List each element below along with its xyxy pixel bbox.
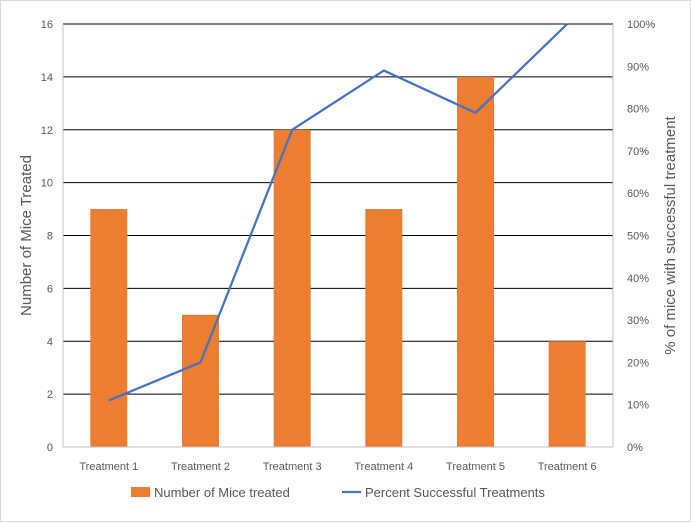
y2-tick-label: 20%	[627, 357, 649, 369]
y2-tick-label: 60%	[627, 188, 649, 200]
bar	[457, 76, 494, 447]
x-tick-label: Treatment 3	[263, 461, 322, 473]
bar	[365, 209, 403, 447]
y2-tick-label: 80%	[627, 104, 649, 116]
y2-tick-label: 50%	[627, 231, 649, 243]
y-tick-label: 16	[41, 19, 53, 31]
bar	[90, 209, 128, 447]
y2-tick-label: 100%	[627, 19, 655, 31]
bar	[182, 314, 219, 447]
x-tick-label: Treatment 6	[538, 461, 597, 473]
legend-label-line: Percent Successful Treatments	[365, 485, 545, 500]
x-tick-label: Treatment 5	[446, 461, 505, 473]
legend-swatch-bars	[131, 487, 150, 497]
axes: 0 2 4 6 8 10 12 14 16 0% 10% 20% 30% 40% 50% 60% 70% 80% 9…	[41, 19, 656, 473]
y2-tick-label: 0%	[627, 442, 643, 454]
y-tick-label: 10	[41, 178, 53, 190]
y2-tick-label: 10%	[627, 400, 649, 412]
bar	[273, 129, 311, 447]
y-tick-label: 2	[47, 389, 53, 401]
x-tick-label: Treatment 1	[79, 461, 138, 473]
y-tick-label: 4	[47, 336, 53, 348]
legend-label-bars: Number of Mice treated	[154, 485, 290, 500]
y2-tick-label: 90%	[627, 61, 649, 73]
bar	[548, 341, 586, 447]
y2-tick-label: 30%	[627, 315, 649, 327]
y-tick-label: 14	[41, 72, 53, 84]
gridlines	[63, 23, 613, 395]
x-tick-label: Treatment 4	[354, 461, 413, 473]
y2-axis-title: % of mice with successful treatment	[662, 115, 679, 354]
line-series	[108, 23, 568, 402]
line-path	[108, 23, 568, 402]
y-tick-label: 0	[47, 442, 53, 454]
y-tick-label: 8	[47, 231, 53, 243]
y-tick-label: 12	[41, 125, 53, 137]
y2-tick-label: 40%	[627, 273, 649, 285]
y-axis-title: Number of Mice Treated	[18, 155, 35, 316]
legend: Number of Mice treated Percent Successfu…	[131, 485, 545, 500]
y2-tick-label: 70%	[627, 146, 649, 158]
x-tick-label: Treatment 2	[171, 461, 230, 473]
bar-series	[90, 76, 586, 447]
y-tick-label: 6	[47, 283, 53, 295]
